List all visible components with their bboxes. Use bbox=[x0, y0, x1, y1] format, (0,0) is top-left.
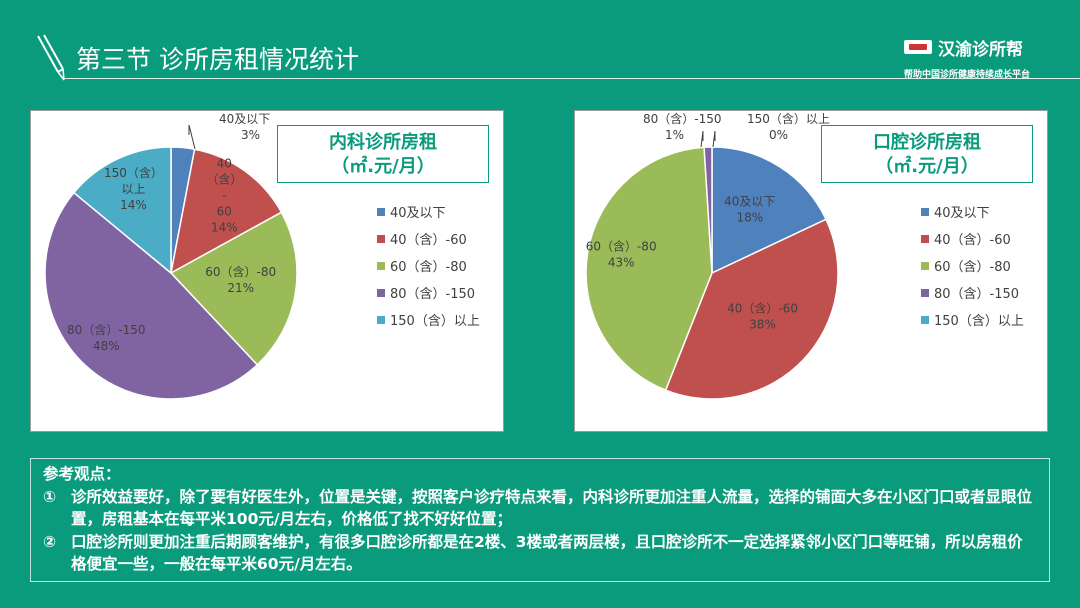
slice-data-label: 80（含）-150 1% bbox=[643, 111, 722, 142]
pie-slice bbox=[711, 146, 828, 275]
chart-title-line-2: （㎡.元/月） bbox=[875, 156, 979, 177]
chart-title-line-1: 内科诊所房租 bbox=[329, 132, 437, 153]
label-leader-line bbox=[712, 130, 716, 148]
brand-slogan: 帮助中国诊所健康持续成长平台 bbox=[904, 70, 1031, 80]
legend-label: 80（含）-150 bbox=[934, 287, 1020, 302]
legend-swatch bbox=[377, 262, 385, 270]
legend-swatch bbox=[377, 208, 385, 216]
legend-item: 80（含）-150 bbox=[377, 288, 480, 315]
label-leader-line bbox=[188, 124, 196, 150]
slice-data-label: 60（含）-80 43% bbox=[586, 239, 657, 270]
chart-legend: 40及以下 40（含）-60 60（含）-80 80（含）-150 150（含）以上 bbox=[377, 207, 480, 342]
note-number: ① bbox=[43, 487, 57, 506]
legend-label: 60（含）-80 bbox=[390, 260, 467, 275]
slice-data-label: 150（含）以上 0% bbox=[747, 111, 830, 142]
chart-title: 内科诊所房租 （㎡.元/月） bbox=[277, 125, 489, 183]
legend-label: 40（含）-60 bbox=[390, 233, 467, 248]
legend-item: 80（含）-150 bbox=[921, 288, 1024, 315]
legend-item: 40（含）-60 bbox=[377, 234, 480, 261]
slice-data-label: 150（含）以上 14% bbox=[104, 165, 163, 212]
legend-swatch bbox=[921, 316, 929, 324]
reference-notes: 参考观点： ① 诊所效益要好，除了要有好医生外，位置是关键，按照客户诊疗特点来看… bbox=[30, 458, 1050, 582]
pie-chart-dental: 40及以下 18% 40（含）-60 38% 60（含）-80 43% 80（含）-150 1… bbox=[585, 111, 839, 400]
legend-label: 150（含）以上 bbox=[934, 314, 1024, 329]
slice-data-label: 40（含）-60 38% bbox=[727, 300, 798, 331]
chart-title-line-2: （㎡.元/月） bbox=[331, 156, 435, 177]
legend-swatch bbox=[921, 262, 929, 270]
notes-heading: 参考观点： bbox=[43, 465, 121, 483]
legend-swatch bbox=[921, 235, 929, 243]
chart-legend: 40及以下 40（含）-60 60（含）-80 80（含）-150 150（含）以上 bbox=[921, 207, 1024, 342]
header-divider bbox=[62, 78, 1080, 79]
slice-data-label: 60（含）-80 21% bbox=[205, 264, 276, 295]
legend-item: 60（含）-80 bbox=[921, 261, 1024, 288]
pie-slice bbox=[72, 146, 172, 275]
pie-slice bbox=[585, 146, 713, 392]
logo-mark-icon bbox=[904, 40, 932, 54]
slice-data-label: 40及以下 18% bbox=[724, 194, 775, 224]
note-text: 诊所效益要好，除了要有好医生外，位置是关键，按照客户诊疗特点来看，内科诊所更加注… bbox=[71, 487, 1033, 529]
legend-swatch bbox=[921, 208, 929, 216]
legend-item: 40（含）-60 bbox=[921, 234, 1024, 261]
dental-rent-chart: 40及以下 18% 40（含）-60 38% 60（含）-80 43% 80（含）-150 1… bbox=[574, 110, 1048, 432]
legend-swatch bbox=[377, 316, 385, 324]
brand-name: 汉渝诊所帮 bbox=[938, 40, 1023, 60]
legend-swatch bbox=[377, 289, 385, 297]
legend-item: 40及以下 bbox=[921, 207, 1024, 234]
pie-slice bbox=[169, 148, 283, 275]
pie-chart-internal: 40及以下 3% 40 （含）-60 14% 60（含）-80 21% 80（含）-150 48… bbox=[44, 112, 298, 400]
legend-item: 40及以下 bbox=[377, 207, 480, 234]
pie-slice bbox=[44, 191, 259, 400]
legend-label: 40（含）-60 bbox=[934, 233, 1011, 248]
legend-label: 80（含）-150 bbox=[390, 287, 476, 302]
pie-slice bbox=[169, 211, 298, 366]
label-leader-line bbox=[700, 130, 704, 148]
internal-medicine-rent-chart: 40及以下 3% 40 （含）-60 14% 60（含）-80 21% 80（含）-150 48… bbox=[30, 110, 504, 432]
pie-slice bbox=[703, 146, 713, 274]
legend-item: 60（含）-80 bbox=[377, 261, 480, 288]
slice-data-label: 40 （含）-60 14% bbox=[206, 157, 242, 235]
legend-label: 40及以下 bbox=[934, 206, 990, 221]
legend-label: 150（含）以上 bbox=[390, 314, 480, 329]
note-item: ② 口腔诊所则更加注重后期顾客维护，有很多口腔诊所都是在2楼、3楼或者两层楼，且… bbox=[43, 531, 1037, 576]
page-title: 第三节 诊所房租情况统计 bbox=[76, 45, 359, 74]
legend-label: 40及以下 bbox=[390, 206, 446, 221]
note-text: 口腔诊所则更加注重后期顾客维护，有很多口腔诊所都是在2楼、3楼或者两层楼，且口腔… bbox=[71, 532, 1023, 574]
pencil-icon bbox=[37, 34, 65, 81]
legend-item: 150（含）以上 bbox=[377, 315, 480, 342]
legend-swatch bbox=[377, 235, 385, 243]
pie-slice bbox=[664, 218, 839, 400]
note-item: ① 诊所效益要好，除了要有好医生外，位置是关键，按照客户诊疗特点来看，内科诊所更… bbox=[43, 486, 1037, 531]
chart-title: 口腔诊所房租 （㎡.元/月） bbox=[821, 125, 1033, 183]
legend-item: 150（含）以上 bbox=[921, 315, 1024, 342]
note-number: ② bbox=[43, 532, 57, 551]
legend-swatch bbox=[921, 289, 929, 297]
slice-data-label: 80（含）-150 48% bbox=[67, 322, 146, 353]
slice-data-label: 40及以下 3% bbox=[219, 112, 270, 142]
brand-logo: 汉渝诊所帮 帮助中国诊所健康持续成长平台 bbox=[904, 37, 1064, 81]
legend-label: 60（含）-80 bbox=[934, 260, 1011, 275]
chart-title-line-1: 口腔诊所房租 bbox=[873, 132, 981, 153]
